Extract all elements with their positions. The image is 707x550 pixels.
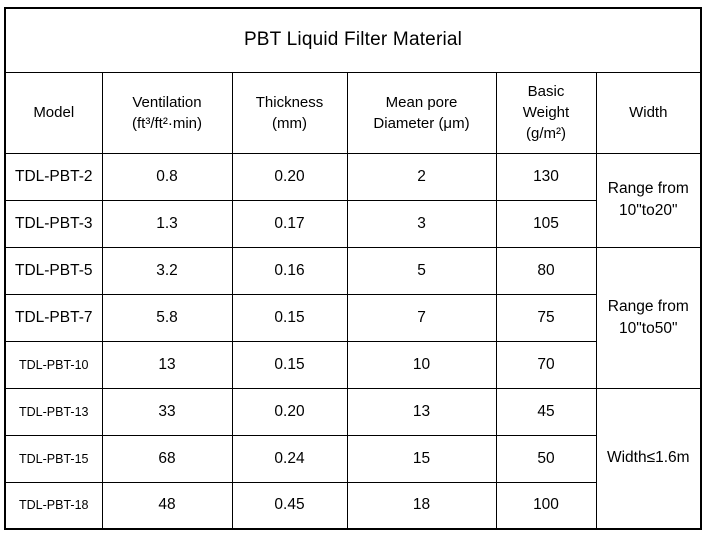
- ventilation-cell: 0.8: [101, 152, 233, 201]
- model-cell: TDL-PBT-18: [4, 481, 103, 530]
- table-row: TDL-PBT-18 48 0.45 18 100: [4, 481, 701, 530]
- column-header-mean-pore-diameter: Mean pore Diameter (μm): [346, 71, 497, 154]
- width-range-line: 10"to20": [619, 202, 678, 219]
- table-row: TDL-PBT-2 0.8 0.20 2 130 Range from 10"t…: [4, 152, 702, 248]
- header-unit: (mm): [272, 114, 307, 132]
- ventilation-cell: 13: [101, 340, 233, 389]
- column-header-model: Model: [4, 71, 103, 154]
- thickness-cell: 0.24: [231, 434, 348, 483]
- model-cell: TDL-PBT-10: [4, 340, 103, 389]
- column-header-ventilation: Ventilation (ft³/ft²·min): [101, 71, 233, 154]
- width-range-line: Range from: [607, 297, 689, 315]
- basic-weight-cell: 130: [495, 152, 597, 201]
- ventilation-cell: 68: [101, 434, 233, 483]
- thickness-cell: 0.15: [231, 293, 348, 342]
- model-cell: TDL-PBT-13: [4, 387, 103, 436]
- ventilation-cell: 33: [101, 387, 233, 436]
- header-line: Thickness: [255, 93, 324, 111]
- thickness-cell: 0.45: [231, 481, 348, 530]
- title-row: PBT Liquid Filter Material: [4, 7, 702, 73]
- pore-diameter-cell: 3: [346, 199, 497, 248]
- basic-weight-cell: 75: [495, 293, 597, 342]
- thickness-cell: 0.20: [231, 387, 348, 436]
- header-line: Basic: [527, 83, 565, 100]
- column-header-basic-weight: Basic Weight (g/m²): [495, 71, 597, 154]
- header-unit: (ft³/ft²·min): [132, 114, 202, 132]
- basic-weight-cell: 50: [495, 434, 597, 483]
- header-line: Mean pore: [385, 93, 458, 111]
- width-range-line: Range from: [607, 180, 689, 197]
- basic-weight-cell: 105: [495, 199, 597, 248]
- pore-diameter-cell: 5: [346, 246, 497, 295]
- pore-diameter-cell: 2: [346, 152, 497, 201]
- pore-diameter-cell: 18: [346, 481, 497, 530]
- header-row: Model Ventilation (ft³/ft²·min) Thicknes…: [4, 71, 702, 154]
- ventilation-cell: 3.2: [101, 246, 233, 295]
- thickness-cell: 0.15: [231, 340, 348, 389]
- header-line: Ventilation: [132, 93, 202, 111]
- column-header-thickness: Thickness (mm): [231, 71, 348, 154]
- thickness-cell: 0.17: [231, 199, 348, 248]
- pbt-filter-spec-table: PBT Liquid Filter Material Model Ventila…: [4, 7, 703, 530]
- basic-weight-cell: 70: [495, 340, 597, 389]
- ventilation-cell: 1.3: [101, 199, 233, 248]
- basic-weight-cell: 80: [495, 246, 597, 295]
- pore-diameter-cell: 15: [346, 434, 497, 483]
- table-row: TDL-PBT-13 33 0.20 13 45 Width≤1.6m: [4, 387, 702, 530]
- table-row: TDL-PBT-15 68 0.24 15 50: [4, 434, 701, 483]
- width-range-cell: Range from 10"to20": [595, 152, 702, 248]
- model-cell: TDL-PBT-15: [4, 434, 103, 483]
- header-line: Model: [33, 104, 75, 121]
- width-range-cell: Range from 10"to50": [595, 246, 702, 389]
- width-range-cell: Width≤1.6m: [595, 387, 702, 530]
- model-cell: TDL-PBT-3: [4, 199, 103, 248]
- table-row: TDL-PBT-10 13 0.15 10 70: [4, 340, 701, 389]
- header-line: Weight: [522, 104, 570, 121]
- width-range-line: 10"to50": [619, 319, 678, 337]
- pore-diameter-cell: 13: [346, 387, 497, 436]
- column-header-width: Width: [595, 71, 702, 154]
- header-unit: Diameter (μm): [373, 114, 470, 132]
- ventilation-cell: 48: [101, 481, 233, 530]
- basic-weight-cell: 45: [495, 387, 597, 436]
- header-line: Width: [629, 104, 668, 121]
- basic-weight-cell: 100: [495, 481, 597, 530]
- model-cell: TDL-PBT-2: [4, 152, 103, 201]
- width-range-line: Width≤1.6m: [606, 449, 690, 467]
- page-title: PBT Liquid Filter Material: [4, 7, 702, 73]
- model-cell: TDL-PBT-5: [4, 246, 103, 295]
- table-row: TDL-PBT-5 3.2 0.16 5 80 Range from 10"to…: [4, 246, 702, 389]
- header-unit: (g/m²): [526, 125, 566, 142]
- thickness-cell: 0.20: [231, 152, 348, 201]
- model-cell: TDL-PBT-7: [4, 293, 103, 342]
- table-row: TDL-PBT-3 1.3 0.17 3 105: [4, 199, 701, 248]
- pore-diameter-cell: 10: [346, 340, 497, 389]
- thickness-cell: 0.16: [231, 246, 348, 295]
- ventilation-cell: 5.8: [101, 293, 233, 342]
- pore-diameter-cell: 7: [346, 293, 497, 342]
